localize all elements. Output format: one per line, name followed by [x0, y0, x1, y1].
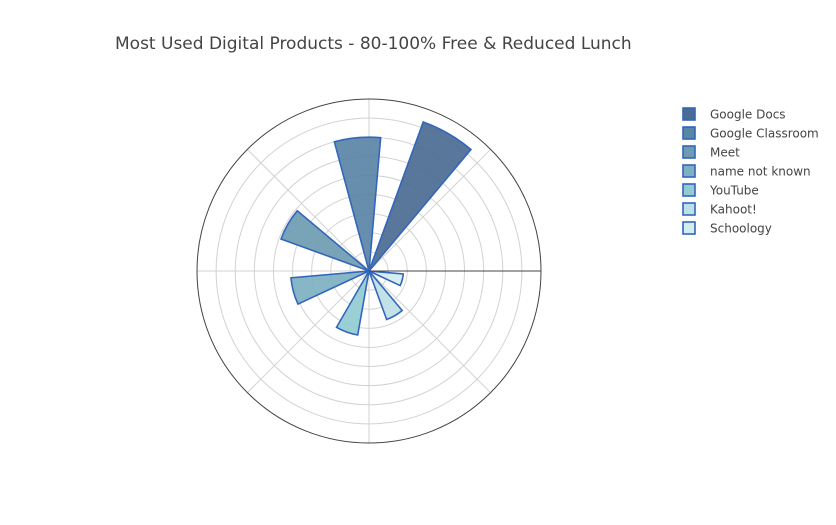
legend-label: name not known — [710, 165, 811, 179]
legend-label: Kahoot! — [710, 203, 757, 217]
angular-gridline — [368, 149, 491, 272]
legend-label: Google Classroom — [710, 127, 819, 141]
legend-swatch — [682, 145, 696, 159]
legend-swatch — [682, 126, 696, 140]
legend-item[interactable]: Kahoot! — [682, 202, 757, 217]
angular-gridline — [247, 149, 370, 272]
legend-swatch — [682, 202, 696, 216]
legend-item[interactable]: YouTube — [682, 183, 759, 198]
polar-bar-google-classroom[interactable] — [333, 136, 382, 272]
angular-gridline — [368, 270, 491, 393]
polar-bar-youtube[interactable] — [335, 270, 370, 336]
polar-bar-meet[interactable] — [279, 209, 370, 272]
legend-item[interactable]: name not known — [682, 164, 811, 179]
chart-title: Most Used Digital Products - 80-100% Fre… — [115, 34, 632, 54]
legend-item[interactable]: Schoology — [682, 221, 772, 236]
legend: Google Docs Google Classroom Meet name not … — [682, 107, 819, 236]
polar-bar-google-docs[interactable] — [368, 120, 473, 272]
legend-swatch — [682, 107, 696, 121]
polar-bar-name-not-known[interactable] — [290, 270, 370, 306]
legend-swatch — [682, 164, 696, 178]
legend-label: YouTube — [709, 184, 759, 198]
angular-gridline — [247, 270, 370, 393]
polar-bar-kahoot[interactable] — [368, 270, 404, 321]
legend-label: Google Docs — [710, 108, 786, 122]
legend-item[interactable]: Meet — [682, 145, 740, 160]
polar-bar-schoology[interactable] — [368, 270, 405, 287]
legend-label: Schoology — [710, 222, 772, 236]
legend-swatch — [682, 183, 696, 197]
legend-item[interactable]: Google Docs — [682, 107, 786, 122]
legend-swatch — [682, 221, 696, 235]
polar-bars — [279, 120, 473, 336]
polar-frame — [196, 98, 542, 444]
legend-label: Meet — [710, 146, 740, 160]
legend-item[interactable]: Google Classroom — [682, 126, 819, 141]
